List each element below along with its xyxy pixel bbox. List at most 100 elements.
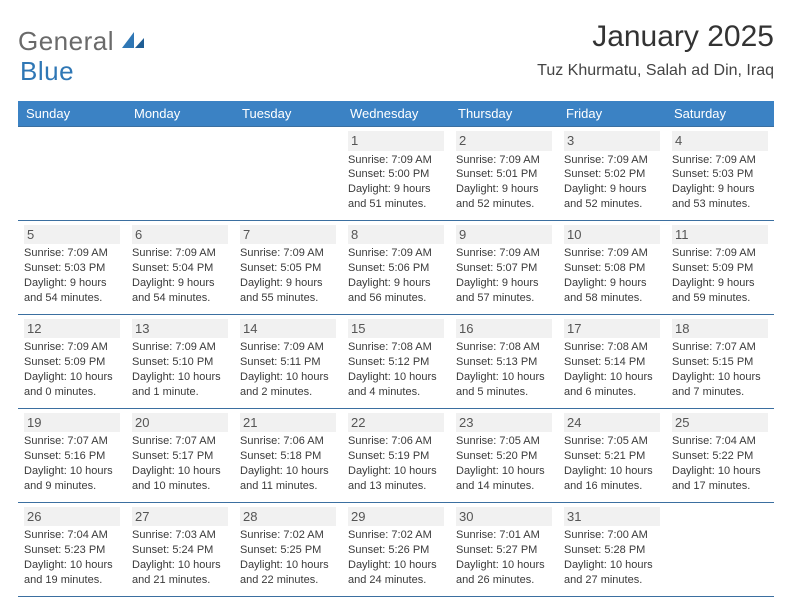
daylight1-text: Daylight: 10 hours <box>348 370 444 385</box>
calendar-cell: 18Sunrise: 7:07 AMSunset: 5:15 PMDayligh… <box>666 314 774 408</box>
sunrise-text: Sunrise: 7:09 AM <box>132 340 228 355</box>
sunset-text: Sunset: 5:07 PM <box>456 261 552 276</box>
daylight2-text: and 16 minutes. <box>564 479 660 494</box>
calendar-header-row: Sunday Monday Tuesday Wednesday Thursday… <box>18 101 774 126</box>
sunrise-text: Sunrise: 7:08 AM <box>456 340 552 355</box>
day-number: 17 <box>564 319 660 339</box>
calendar-cell: 16Sunrise: 7:08 AMSunset: 5:13 PMDayligh… <box>450 314 558 408</box>
sunrise-text: Sunrise: 7:09 AM <box>348 246 444 261</box>
day-number: 5 <box>24 225 120 245</box>
calendar-cell <box>666 502 774 597</box>
daylight1-text: Daylight: 9 hours <box>564 182 660 197</box>
sunset-text: Sunset: 5:04 PM <box>132 261 228 276</box>
daylight1-text: Daylight: 10 hours <box>564 558 660 573</box>
sunset-text: Sunset: 5:22 PM <box>672 449 768 464</box>
calendar-cell: 13Sunrise: 7:09 AMSunset: 5:10 PMDayligh… <box>126 314 234 408</box>
daylight2-text: and 14 minutes. <box>456 479 552 494</box>
weekday-header: Friday <box>558 101 666 126</box>
sunrise-text: Sunrise: 7:09 AM <box>564 153 660 168</box>
daylight1-text: Daylight: 10 hours <box>672 370 768 385</box>
daylight2-text: and 11 minutes. <box>240 479 336 494</box>
calendar: Sunday Monday Tuesday Wednesday Thursday… <box>18 101 774 597</box>
daylight1-text: Daylight: 9 hours <box>564 276 660 291</box>
sunrise-text: Sunrise: 7:09 AM <box>240 340 336 355</box>
calendar-cell: 7Sunrise: 7:09 AMSunset: 5:05 PMDaylight… <box>234 220 342 314</box>
calendar-cell: 24Sunrise: 7:05 AMSunset: 5:21 PMDayligh… <box>558 408 666 502</box>
sunset-text: Sunset: 5:09 PM <box>672 261 768 276</box>
day-number: 2 <box>456 131 552 151</box>
day-number: 10 <box>564 225 660 245</box>
sunrise-text: Sunrise: 7:09 AM <box>456 246 552 261</box>
calendar-cell: 28Sunrise: 7:02 AMSunset: 5:25 PMDayligh… <box>234 502 342 597</box>
day-number: 26 <box>24 507 120 527</box>
daylight2-text: and 17 minutes. <box>672 479 768 494</box>
daylight2-text: and 19 minutes. <box>24 573 120 588</box>
sunrise-text: Sunrise: 7:09 AM <box>456 153 552 168</box>
sunset-text: Sunset: 5:25 PM <box>240 543 336 558</box>
sunrise-text: Sunrise: 7:06 AM <box>348 434 444 449</box>
daylight2-text: and 1 minute. <box>132 385 228 400</box>
daylight2-text: and 9 minutes. <box>24 479 120 494</box>
calendar-cell <box>18 126 126 220</box>
sunset-text: Sunset: 5:09 PM <box>24 355 120 370</box>
calendar-page: General January 2025 Tuz Khurmatu, Salah… <box>0 0 792 607</box>
calendar-cell <box>126 126 234 220</box>
daylight2-text: and 21 minutes. <box>132 573 228 588</box>
day-number: 13 <box>132 319 228 339</box>
daylight2-text: and 52 minutes. <box>564 197 660 212</box>
daylight1-text: Daylight: 10 hours <box>240 370 336 385</box>
calendar-cell: 9Sunrise: 7:09 AMSunset: 5:07 PMDaylight… <box>450 220 558 314</box>
sunset-text: Sunset: 5:06 PM <box>348 261 444 276</box>
daylight1-text: Daylight: 10 hours <box>240 464 336 479</box>
calendar-cell: 21Sunrise: 7:06 AMSunset: 5:18 PMDayligh… <box>234 408 342 502</box>
calendar-cell: 4Sunrise: 7:09 AMSunset: 5:03 PMDaylight… <box>666 126 774 220</box>
calendar-cell: 10Sunrise: 7:09 AMSunset: 5:08 PMDayligh… <box>558 220 666 314</box>
location-text: Tuz Khurmatu, Salah ad Din, Iraq <box>537 62 774 80</box>
sunset-text: Sunset: 5:16 PM <box>24 449 120 464</box>
daylight1-text: Daylight: 10 hours <box>132 370 228 385</box>
sunrise-text: Sunrise: 7:09 AM <box>24 340 120 355</box>
daylight1-text: Daylight: 10 hours <box>456 370 552 385</box>
day-number: 14 <box>240 319 336 339</box>
weekday-header: Saturday <box>666 101 774 126</box>
daylight1-text: Daylight: 10 hours <box>348 558 444 573</box>
sunset-text: Sunset: 5:26 PM <box>348 543 444 558</box>
day-number: 24 <box>564 413 660 433</box>
calendar-cell: 25Sunrise: 7:04 AMSunset: 5:22 PMDayligh… <box>666 408 774 502</box>
sunset-text: Sunset: 5:21 PM <box>564 449 660 464</box>
sunrise-text: Sunrise: 7:04 AM <box>672 434 768 449</box>
sunset-text: Sunset: 5:14 PM <box>564 355 660 370</box>
calendar-cell: 29Sunrise: 7:02 AMSunset: 5:26 PMDayligh… <box>342 502 450 597</box>
brand-word-general: General <box>18 26 114 57</box>
daylight2-text: and 54 minutes. <box>132 291 228 306</box>
sunrise-text: Sunrise: 7:02 AM <box>240 528 336 543</box>
sunset-text: Sunset: 5:19 PM <box>348 449 444 464</box>
calendar-cell: 17Sunrise: 7:08 AMSunset: 5:14 PMDayligh… <box>558 314 666 408</box>
day-number: 20 <box>132 413 228 433</box>
sunrise-text: Sunrise: 7:05 AM <box>564 434 660 449</box>
day-number: 27 <box>132 507 228 527</box>
sunrise-text: Sunrise: 7:08 AM <box>348 340 444 355</box>
day-number: 29 <box>348 507 444 527</box>
sunrise-text: Sunrise: 7:07 AM <box>672 340 768 355</box>
daylight2-text: and 6 minutes. <box>564 385 660 400</box>
day-number: 22 <box>348 413 444 433</box>
weekday-header: Sunday <box>18 101 126 126</box>
sunrise-text: Sunrise: 7:06 AM <box>240 434 336 449</box>
day-number: 23 <box>456 413 552 433</box>
daylight1-text: Daylight: 9 hours <box>240 276 336 291</box>
sunset-text: Sunset: 5:11 PM <box>240 355 336 370</box>
sunset-text: Sunset: 5:15 PM <box>672 355 768 370</box>
day-number: 28 <box>240 507 336 527</box>
day-number: 9 <box>456 225 552 245</box>
daylight2-text: and 2 minutes. <box>240 385 336 400</box>
calendar-cell: 5Sunrise: 7:09 AMSunset: 5:03 PMDaylight… <box>18 220 126 314</box>
sunrise-text: Sunrise: 7:01 AM <box>456 528 552 543</box>
daylight1-text: Daylight: 10 hours <box>348 464 444 479</box>
daylight2-text: and 24 minutes. <box>348 573 444 588</box>
calendar-cell: 26Sunrise: 7:04 AMSunset: 5:23 PMDayligh… <box>18 502 126 597</box>
daylight1-text: Daylight: 9 hours <box>672 182 768 197</box>
daylight2-text: and 27 minutes. <box>564 573 660 588</box>
weekday-header: Wednesday <box>342 101 450 126</box>
day-number: 18 <box>672 319 768 339</box>
